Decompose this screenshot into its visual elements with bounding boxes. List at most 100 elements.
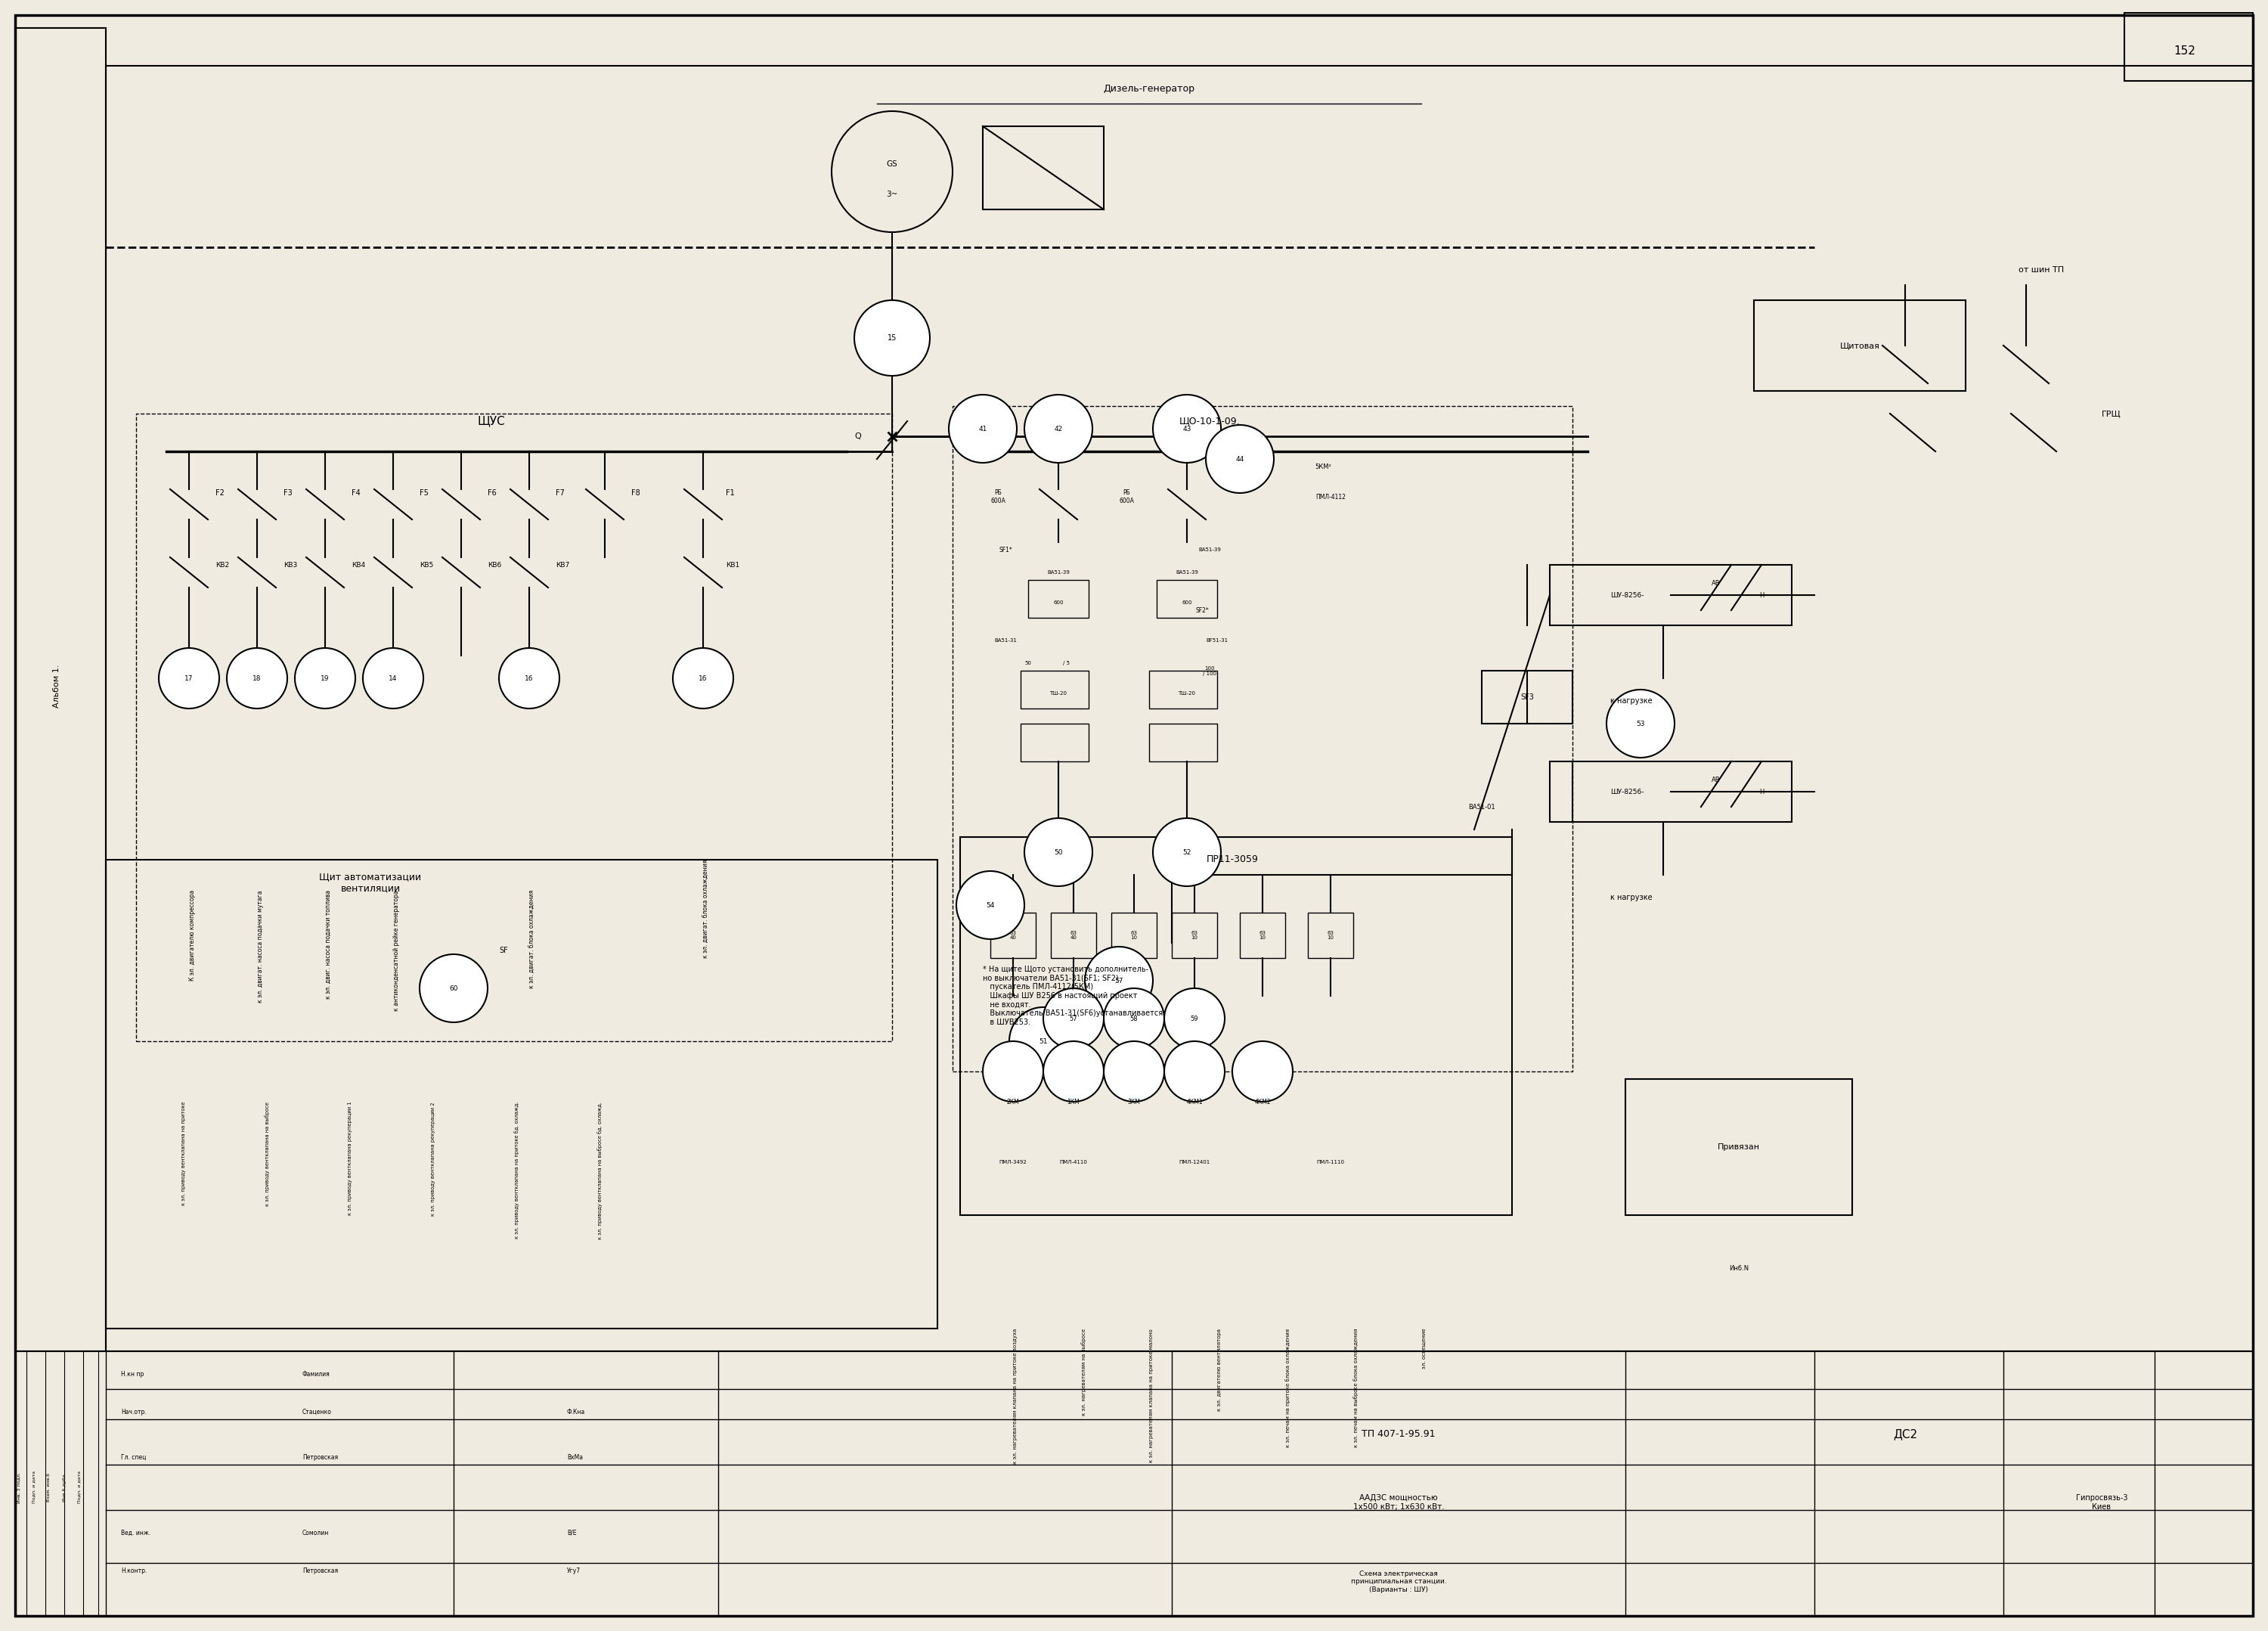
Circle shape [227,648,288,708]
Text: к эл. нагревателям клапана на притоке воздуха: к эл. нагревателям клапана на притоке во… [1014,1329,1018,1465]
Circle shape [674,648,733,708]
Text: Нач.отр.: Нач.отр. [120,1408,147,1416]
Text: F3: F3 [284,489,293,497]
Text: F1: F1 [726,489,735,497]
Text: Инб.N: Инб.N [1728,1264,1749,1272]
Text: 53: 53 [1635,721,1644,727]
Text: F8: F8 [631,489,640,497]
Text: F7: F7 [556,489,565,497]
Text: Гипросвязь-3
Киев: Гипросвязь-3 Киев [2075,1494,2127,1510]
Text: ВА51-39: ВА51-39 [1048,571,1070,574]
Text: Гл. спец: Гл. спец [120,1453,145,1460]
Text: Ф.Кна: Ф.Кна [567,1408,585,1416]
Text: 57: 57 [1070,1014,1077,1023]
Circle shape [363,648,424,708]
Text: 54: 54 [987,902,996,908]
Text: 16: 16 [524,675,533,682]
Text: РБ
600А: РБ 600А [1118,489,1134,504]
Text: Стаценко: Стаценко [302,1408,331,1416]
Text: ПМЛ-12401: ПМЛ-12401 [1179,1160,1211,1165]
Circle shape [1105,988,1163,1049]
Circle shape [1163,988,1225,1049]
Text: ЩО-10-1-09.: ЩО-10-1-09. [1179,416,1241,426]
Text: F4: F4 [352,489,361,497]
Circle shape [499,648,560,708]
Text: ВхМа: ВхМа [567,1453,583,1460]
Text: Дизель-генератор: Дизель-генератор [1102,83,1195,93]
Circle shape [1025,395,1093,463]
Text: Инв. 3 подл.: Инв. 3 подл. [18,1471,20,1502]
Text: 152: 152 [2175,46,2195,57]
Text: 43: 43 [1182,426,1191,432]
Text: 5КМ²: 5КМ² [1315,463,1331,470]
Text: F6: F6 [488,489,497,497]
Text: ВА51-31: ВА51-31 [993,638,1016,643]
Text: Н.кн пр: Н.кн пр [120,1370,143,1377]
Text: к эл. приводу вентклапана рекуперации 2: к эл. приводу вентклапана рекуперации 2 [431,1101,435,1215]
Text: / 5: / 5 [1061,661,1070,665]
Circle shape [1163,1041,1225,1101]
Text: 58: 58 [1129,1014,1139,1023]
Circle shape [1043,1041,1105,1101]
Text: к эл. приводу вентклапана на притоке бд. охлажд.: к эл. приводу вентклапана на притоке бд.… [515,1101,519,1240]
Text: ВА51-39: ВА51-39 [1175,571,1198,574]
Text: к эл. нагревателям клапана на притоке малоно: к эл. нагревателям клапана на притоке ма… [1150,1329,1154,1461]
Text: SF1*: SF1* [998,546,1012,553]
Text: Инв.6 дубл.: Инв.6 дубл. [64,1473,66,1502]
Text: SF3: SF3 [1520,693,1533,701]
Text: 100
/ 100: 100 / 100 [1202,665,1216,675]
Circle shape [1152,819,1220,886]
Text: к нагрузке: к нагрузке [1610,894,1653,902]
Text: Н.контр.: Н.контр. [120,1567,147,1574]
Text: ГРЩ: ГРЩ [2102,409,2121,418]
Text: F2: F2 [215,489,225,497]
Circle shape [1025,819,1093,886]
Circle shape [1232,1041,1293,1101]
Text: 63
10: 63 10 [1129,930,1136,939]
Text: 19: 19 [320,675,329,682]
Text: Щитовая: Щитовая [1839,343,1880,349]
Text: 57: 57 [1114,977,1123,983]
Circle shape [420,954,488,1023]
Text: Альбом 1.: Альбом 1. [52,664,61,708]
Circle shape [1105,1041,1163,1101]
Text: 14: 14 [388,675,397,682]
Text: АВ: АВ [1712,581,1721,587]
Text: КВ1: КВ1 [726,561,739,568]
Circle shape [1084,946,1152,1014]
Text: к нагрузке: к нагрузке [1610,696,1653,705]
Text: 60: 60 [449,985,458,992]
Text: к эл. приводу вентклапана на притоке: к эл. приводу вентклапана на притоке [181,1101,186,1205]
Text: К эл. двигателю компрессора: К эл. двигателю компрессора [188,891,195,980]
Circle shape [1043,988,1105,1049]
Text: 15: 15 [887,334,896,343]
Text: 59: 59 [1191,1014,1198,1023]
Text: 600: 600 [1052,600,1064,605]
Text: ВА51-39: ВА51-39 [1198,548,1220,551]
Text: ШУ-8256-: ШУ-8256- [1610,592,1644,599]
Text: к эл. приводу вентклапана рекуперации 1: к эл. приводу вентклапана рекуперации 1 [347,1101,352,1215]
Text: 52: 52 [1182,848,1191,856]
Text: к антиконденсатной рейке генератора: к антиконденсатной рейке генератора [392,891,399,1011]
Text: ПМЛ-1110: ПМЛ-1110 [1315,1160,1345,1165]
Text: к эл. двигателю вентилятора: к эл. двигателю вентилятора [1218,1329,1222,1411]
Text: ПМЛ-4110: ПМЛ-4110 [1059,1160,1086,1165]
Text: ПР11-3059: ПР11-3059 [1207,855,1259,864]
Text: Схема электрическая
принципиальная станции.
(Варианты : ШУ): Схема электрическая принципиальная станц… [1352,1571,1447,1593]
Text: 63
10: 63 10 [1191,930,1198,939]
Text: 600: 600 [1182,600,1193,605]
Text: Петровская: Петровская [302,1453,338,1460]
Text: РБ
600А: РБ 600А [991,489,1005,504]
Text: ВF51-31: ВF51-31 [1207,638,1229,643]
Text: Привязан: Привязан [1717,1143,1760,1151]
Circle shape [957,871,1025,939]
Text: ПМЛ-3492: ПМЛ-3492 [1000,1160,1027,1165]
Text: КВ3: КВ3 [284,561,297,568]
Text: 4КМ1: 4КМ1 [1186,1098,1202,1106]
Text: Щит автоматизации
вентиляции: Щит автоматизации вентиляции [320,873,422,894]
Text: к эл. двиг. насоса подачки топлива: к эл. двиг. насоса подачки топлива [324,891,331,998]
Text: ААДЗС мощностью
1х500 кВт; 1х630 кВт.: ААДЗС мощностью 1х500 кВт; 1х630 кВт. [1354,1494,1445,1510]
Text: В/Е: В/Е [567,1530,576,1536]
Text: 50: 50 [1055,848,1064,856]
Text: 18: 18 [252,675,261,682]
